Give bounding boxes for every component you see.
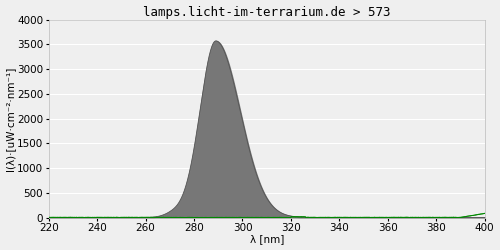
Title: lamps.licht-im-terrarium.de > 573: lamps.licht-im-terrarium.de > 573 bbox=[143, 6, 390, 18]
X-axis label: λ [nm]: λ [nm] bbox=[250, 234, 284, 244]
Y-axis label: I(λ)·[uW·cm⁻²·nm⁻¹]: I(λ)·[uW·cm⁻²·nm⁻¹] bbox=[6, 66, 16, 171]
